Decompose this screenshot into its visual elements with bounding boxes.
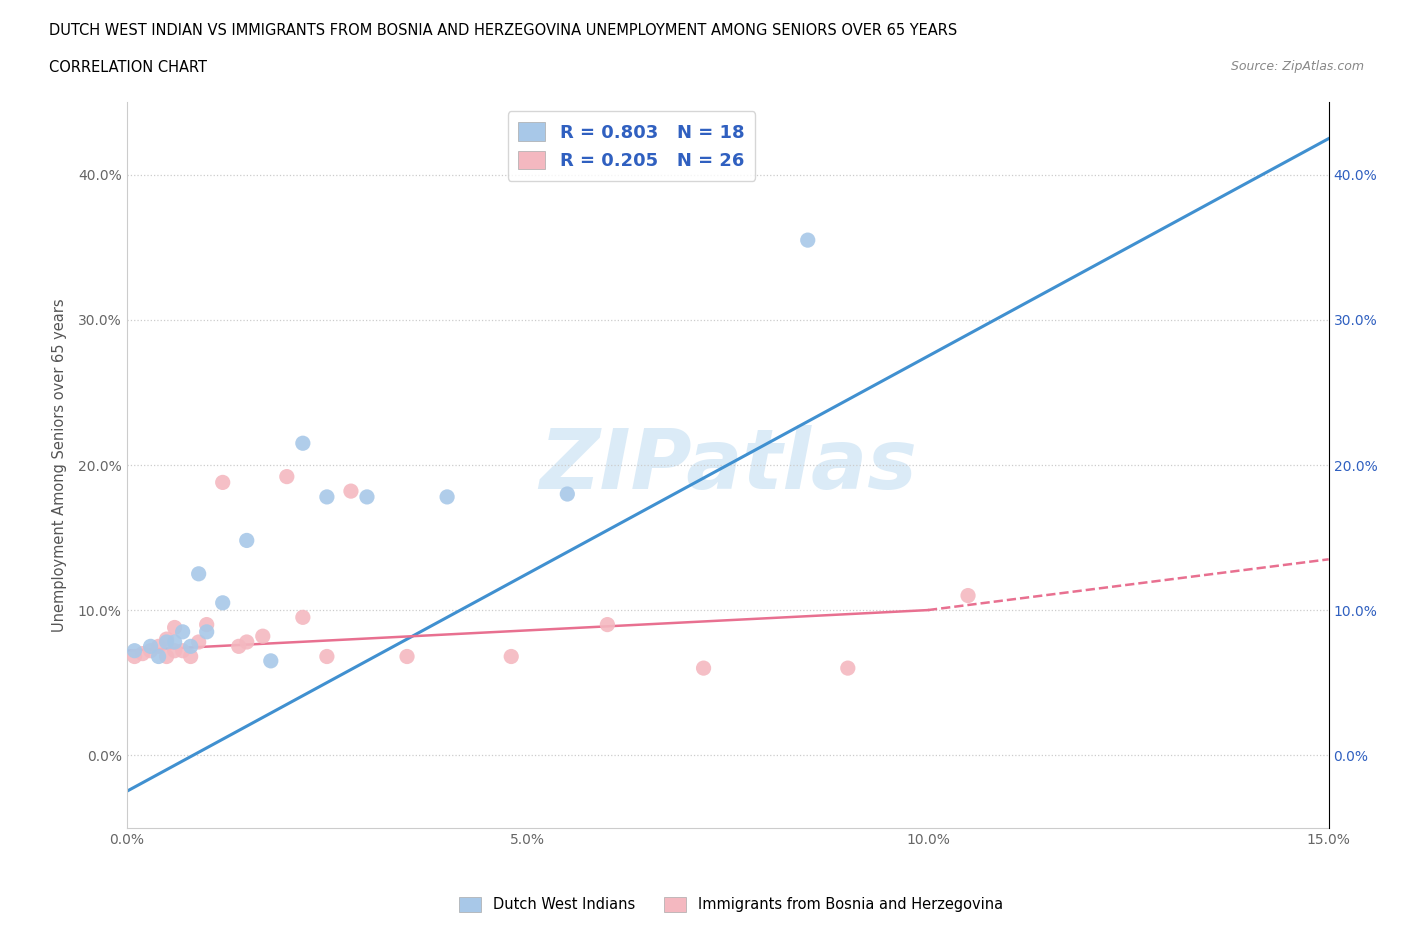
- Point: [187, 566, 209, 581]
- Point: [796, 232, 818, 247]
- Text: DUTCH WEST INDIAN VS IMMIGRANTS FROM BOSNIA AND HERZEGOVINA UNEMPLOYMENT AMONG S: DUTCH WEST INDIAN VS IMMIGRANTS FROM BOS…: [49, 23, 957, 38]
- Point: [228, 639, 250, 654]
- Point: [124, 649, 146, 664]
- Point: [596, 618, 619, 632]
- Point: [211, 595, 233, 610]
- Point: [396, 649, 419, 664]
- Point: [436, 489, 458, 504]
- Point: [291, 436, 314, 451]
- Point: [139, 644, 162, 658]
- Point: [148, 639, 170, 654]
- Point: [315, 489, 337, 504]
- Point: [260, 654, 283, 669]
- Text: ZIPatlas: ZIPatlas: [538, 424, 917, 506]
- Point: [139, 639, 162, 654]
- Point: [172, 624, 194, 639]
- Point: [195, 618, 218, 632]
- Point: [172, 644, 194, 658]
- Point: [276, 469, 298, 484]
- Point: [211, 475, 233, 490]
- Point: [315, 649, 337, 664]
- Point: [131, 646, 153, 661]
- Point: [187, 634, 209, 649]
- Point: [155, 649, 177, 664]
- Point: [163, 620, 186, 635]
- Legend: Dutch West Indians, Immigrants from Bosnia and Herzegovina: Dutch West Indians, Immigrants from Bosn…: [454, 891, 1008, 918]
- Point: [252, 629, 274, 644]
- Point: [837, 660, 859, 675]
- Point: [235, 634, 259, 649]
- Y-axis label: Unemployment Among Seniors over 65 years: Unemployment Among Seniors over 65 years: [52, 299, 66, 631]
- Point: [340, 484, 363, 498]
- Point: [557, 486, 579, 501]
- Point: [956, 588, 979, 603]
- Point: [180, 639, 202, 654]
- Text: Source: ZipAtlas.com: Source: ZipAtlas.com: [1230, 60, 1364, 73]
- Point: [291, 610, 314, 625]
- Text: CORRELATION CHART: CORRELATION CHART: [49, 60, 207, 75]
- Point: [501, 649, 523, 664]
- Point: [155, 634, 177, 649]
- Point: [155, 631, 177, 646]
- Point: [692, 660, 714, 675]
- Point: [148, 649, 170, 664]
- Point: [180, 649, 202, 664]
- Point: [124, 644, 146, 658]
- Point: [356, 489, 378, 504]
- Point: [163, 644, 186, 658]
- Point: [163, 634, 186, 649]
- Point: [195, 624, 218, 639]
- Point: [235, 533, 259, 548]
- Legend: R = 0.803   N = 18, R = 0.205   N = 26: R = 0.803 N = 18, R = 0.205 N = 26: [508, 112, 755, 180]
